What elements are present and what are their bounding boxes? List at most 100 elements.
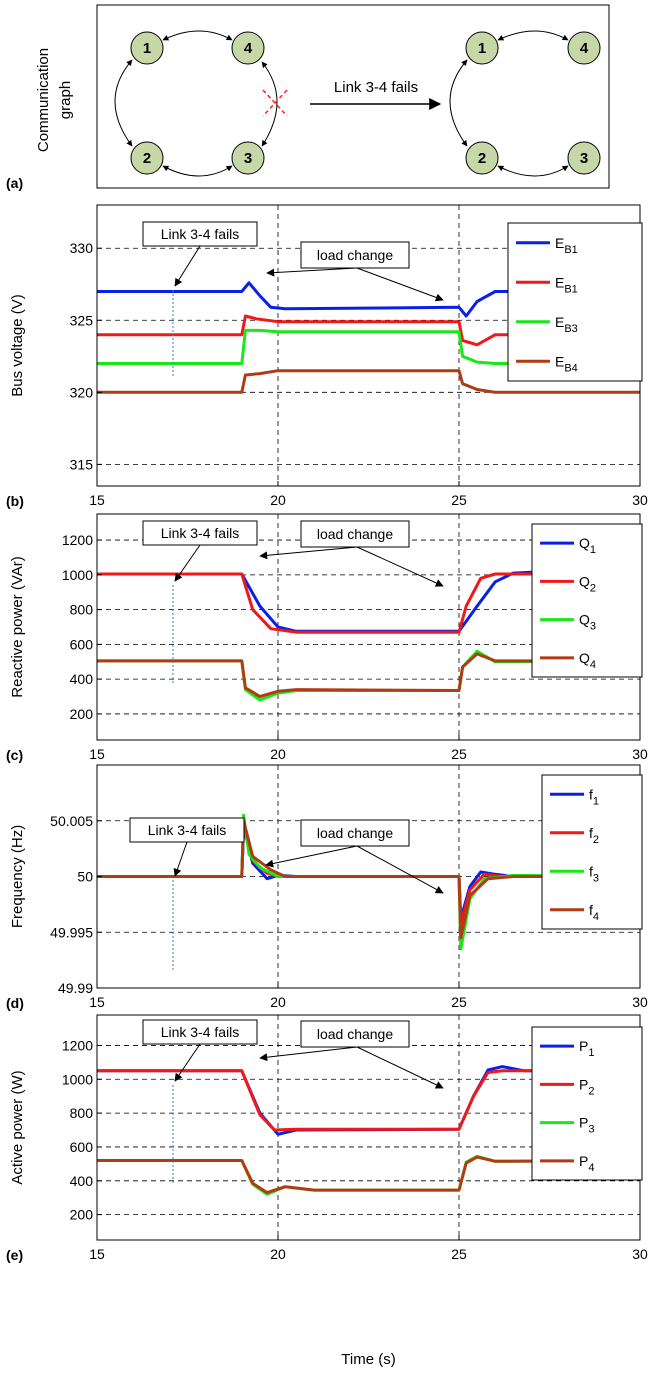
panel-label: (b) <box>6 493 24 509</box>
x-tick-label: 15 <box>89 746 105 762</box>
x-tick-label: 20 <box>270 746 286 762</box>
legend-entry-4: f4 <box>589 902 599 923</box>
x-tick-label: 30 <box>632 1246 648 1262</box>
y-tick-label: 1000 <box>62 1071 93 1087</box>
load-change-box <box>300 520 410 548</box>
legend-entry-main: E <box>555 274 564 290</box>
x-tick-label: 20 <box>270 492 286 508</box>
svg-text:4: 4 <box>580 40 589 57</box>
legend-entry-main: P <box>579 1115 588 1131</box>
series-group <box>97 1065 640 1196</box>
legend: Q 1 Q2 Q3 Q4 <box>531 523 643 678</box>
legend-entry-2: Q2 <box>579 573 596 594</box>
y-tick-label: 400 <box>70 1173 94 1189</box>
node-1: 1 <box>130 31 164 65</box>
legend-entry-sub: 1 <box>593 795 599 807</box>
link-fail-box <box>142 520 258 546</box>
legend-entry-main: f <box>589 786 593 802</box>
legend-entry-3: f3 <box>589 863 599 884</box>
legend-entry-3: EB3 <box>555 314 578 335</box>
load-change-box <box>300 241 410 269</box>
link-fail-arrow <box>174 1043 201 1082</box>
svg-text:3: 3 <box>580 150 588 167</box>
legend-box <box>541 774 643 930</box>
link-fail-label: Link 3-4 fails <box>161 226 240 242</box>
load-change-label: load change <box>317 247 394 263</box>
node-3-after: 3 <box>567 141 601 175</box>
graph-frame <box>96 4 610 189</box>
legend-entry-sub: B1 <box>564 283 577 295</box>
legend-entry-sub: 4 <box>588 1162 594 1174</box>
legend-entry-1: P1 <box>579 1038 594 1059</box>
svg-text:1: 1 <box>143 40 151 57</box>
legend-entry-sub: 2 <box>593 834 599 846</box>
load-change-arrow-1 <box>259 1046 358 1062</box>
legend-entry-4: Q4 <box>579 650 596 671</box>
legend-entry-4: P4 <box>579 1153 594 1174</box>
edge-1-4-after <box>497 30 569 41</box>
communication-graph-panel: Communication graph (a) 1 4 2 3 Link 3-4… <box>6 4 610 191</box>
x-tick-label: 20 <box>270 994 286 1010</box>
node-4: 4 <box>231 31 265 65</box>
chart-panel-b: 315 320 325 330 15 20 25 30 Bus voltage (V) (b) Li… <box>6 204 648 509</box>
legend-entry-sub: 4 <box>593 911 599 923</box>
link-fail-box <box>142 1019 258 1045</box>
legend-entry-4: EB4 <box>555 353 578 374</box>
y-tick-label: 49.99 <box>58 980 93 996</box>
link-fail-label: Link 3-4 fails <box>148 822 227 838</box>
load-change-arrow-2 <box>356 845 444 894</box>
link-fail-arrow <box>174 245 201 287</box>
legend-entry-sub: 3 <box>593 872 599 884</box>
legend-box <box>531 1026 643 1181</box>
y-tick-label: 315 <box>70 456 94 472</box>
legend-entry-sub: 3 <box>590 621 596 633</box>
legend-box <box>507 222 643 382</box>
load-change-arrow-2 <box>356 546 444 587</box>
x-tick-label: 30 <box>632 492 648 508</box>
link-fail-arrow <box>174 544 201 582</box>
y-tick-label: 1000 <box>62 567 93 583</box>
y-axis-label: Bus voltage (V) <box>9 294 26 397</box>
panel-label-a: (a) <box>6 175 23 191</box>
node-2: 2 <box>130 141 164 175</box>
legend-entry-1: EB1 <box>555 235 578 256</box>
load-change-label: load change <box>317 526 394 542</box>
load-change-label: load change <box>317 1026 394 1042</box>
legend-entry-sub: 3 <box>588 1124 594 1136</box>
legend-entry-sub: B3 <box>564 323 577 335</box>
legend-entry-sub: 4 <box>590 659 596 671</box>
load-change-arrow-2 <box>356 1046 444 1089</box>
x-tick-label: 30 <box>632 746 648 762</box>
link-failure-cross-icon <box>262 89 288 117</box>
node-2-after: 2 <box>465 141 499 175</box>
series-line-1 <box>97 281 640 318</box>
legend-entry-main: f <box>589 825 593 841</box>
link-fail-label: Link 3-4 fails <box>161 1024 240 1040</box>
legend-entry-main: P <box>579 1038 588 1054</box>
legend-entry-main: P <box>579 1076 588 1092</box>
chart-panel-d: 49.99 49.995 50 50.005 15 20 25 30 Frequency (Hz… <box>6 764 648 1011</box>
edge-1-2-after <box>449 59 468 147</box>
link-fail-box <box>129 817 245 843</box>
link-fail-label: Link 3-4 fails <box>161 525 240 541</box>
series-group <box>97 570 640 702</box>
svg-text:2: 2 <box>143 150 151 167</box>
load-change-arrow-2 <box>356 267 444 302</box>
y-axis-label: Reactive power (VAr) <box>9 556 26 697</box>
load-change-arrow-1 <box>266 267 358 277</box>
legend-entry-main: E <box>555 235 564 251</box>
y-tick-label: 600 <box>70 1139 94 1155</box>
x-tick-label: 25 <box>451 1246 467 1262</box>
svg-text:2: 2 <box>478 150 486 167</box>
series-line-2 <box>97 1069 640 1132</box>
legend-entry-sub: 2 <box>590 582 596 594</box>
legend-entry-sub: 1 <box>590 544 596 556</box>
panel-label: (c) <box>6 747 23 763</box>
chart-panel-e: 200 400 600 800 1000 1200 15 20 25 30 Active power… <box>6 1014 648 1368</box>
legend-entry-3: Q3 <box>579 612 596 633</box>
panel-label: (d) <box>6 995 24 1011</box>
edge-1-4 <box>162 30 233 41</box>
legend-entry-main: Q <box>579 573 590 589</box>
